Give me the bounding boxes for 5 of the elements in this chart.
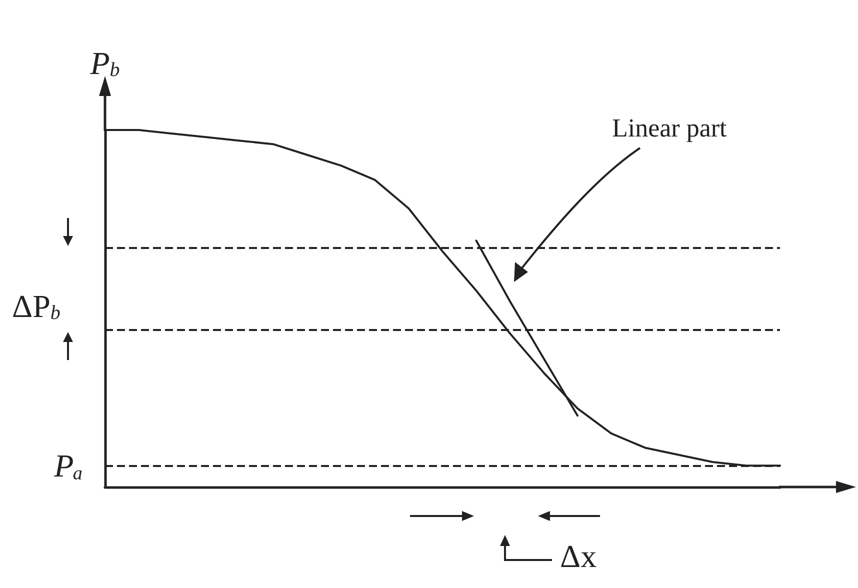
y-axis-title: Pb (89, 45, 120, 81)
text: ΔPb (12, 288, 60, 324)
text: Δx (560, 538, 597, 574)
annotation: Linear part (612, 114, 728, 142)
ref-line-label: Pₐ (53, 448, 83, 484)
